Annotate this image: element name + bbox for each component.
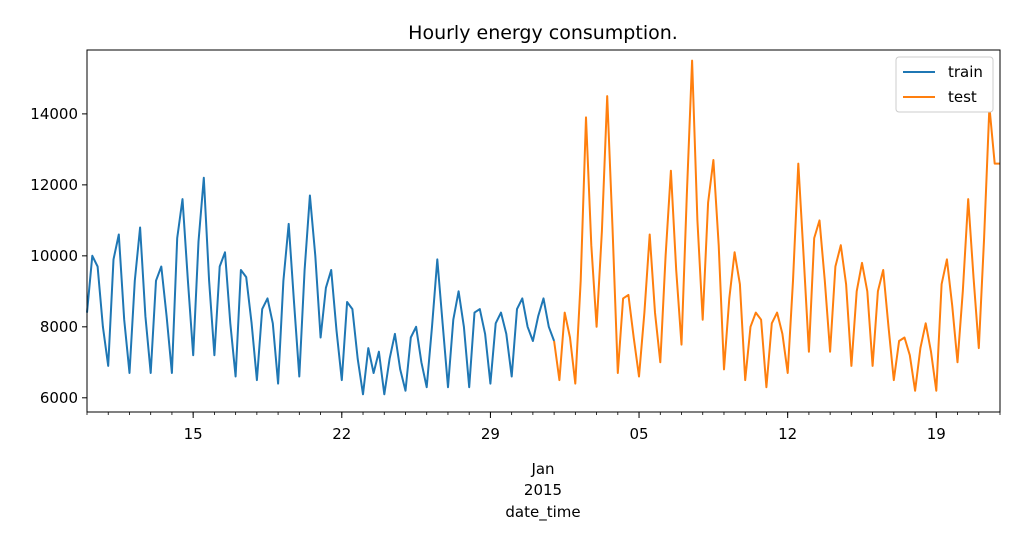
series-layer [86,59,1000,396]
x-month-label: Jan [530,460,554,478]
legend-box [895,56,994,113]
chart-title: Hourly energy consumption. [408,22,678,44]
x-axis: 15 22 29 05 12 19 [86,412,1001,443]
x-tick-label: 05 [629,425,648,443]
y-tick-label: 10000 [30,247,78,265]
series-line-train [86,176,556,396]
series-line-test [553,59,1000,392]
x-tick-label: 15 [184,425,203,443]
legend-test-label: test [948,88,977,106]
y-tick-label: 8000 [40,318,78,336]
legend: train test [895,56,994,113]
x-tick-label: 22 [332,425,351,443]
x-tick-label: 12 [778,425,797,443]
x-year-label: 2015 [524,481,562,499]
y-axis: 6000 8000 10000 12000 14000 [30,105,87,407]
y-tick-label: 12000 [30,176,78,194]
x-tick-label: 29 [481,425,500,443]
y-tick-label: 14000 [30,105,78,123]
y-tick-label: 6000 [40,389,78,407]
x-axis-label: date_time [505,503,580,522]
legend-train-label: train [948,63,983,81]
plot-frame [86,49,1001,413]
x-tick-label: 19 [927,425,946,443]
